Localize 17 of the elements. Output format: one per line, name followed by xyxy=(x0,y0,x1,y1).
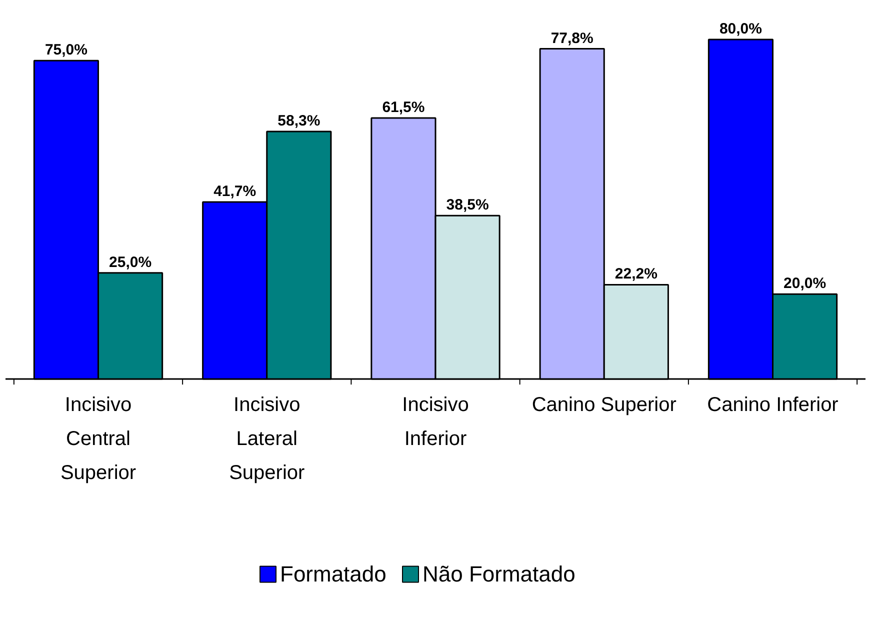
data-label: 80,0% xyxy=(719,20,762,38)
data-label: 58,3% xyxy=(278,112,320,130)
legend-label: Não Formatado xyxy=(422,562,576,587)
x-tick-label: Canino Inferior xyxy=(707,394,839,416)
data-label: 25,0% xyxy=(109,254,152,271)
data-label: 77,8% xyxy=(550,30,594,47)
data-label: 41,7% xyxy=(214,182,256,200)
data-label: 22,2% xyxy=(614,266,658,283)
x-tick-label: Incisivo Central Superior xyxy=(60,394,136,484)
x-tick-label: Incisivo Lateral Superior xyxy=(229,394,306,484)
data-label: 75,0% xyxy=(44,42,88,59)
x-tick-label: Canino Superior xyxy=(532,394,677,416)
legend-label: Formatado xyxy=(280,562,386,587)
data-label: 38,5% xyxy=(446,196,489,214)
x-tick-label: Incisivo Inferior xyxy=(402,394,469,450)
data-label: 20,0% xyxy=(784,275,826,292)
data-label: 61,5% xyxy=(382,98,425,116)
